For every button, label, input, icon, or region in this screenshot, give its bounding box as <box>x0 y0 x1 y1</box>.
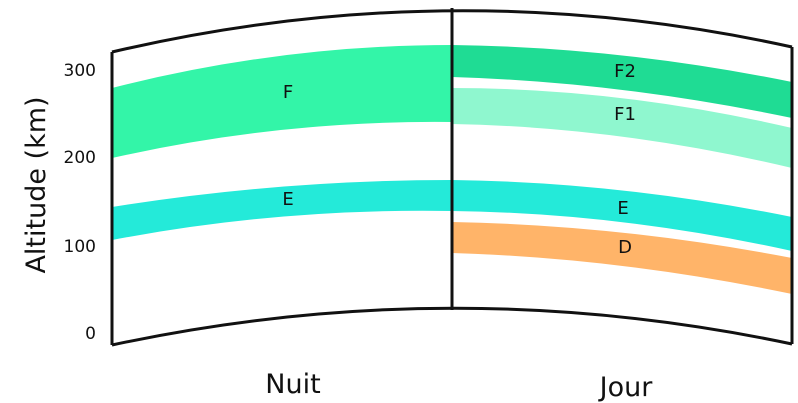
y-axis-title: Altitude (km) <box>21 96 52 273</box>
y-tick-0: 0 <box>85 324 96 344</box>
day-layer-f1-band <box>452 88 792 168</box>
night-layer-e-label: E <box>282 189 293 210</box>
y-tick-100: 100 <box>64 237 96 257</box>
day-layer-e-band <box>452 180 792 251</box>
diagram-bottom-arc <box>111 306 793 347</box>
day-label: Jour <box>598 372 654 403</box>
day-layer-e-label: E <box>617 198 628 219</box>
day-layer-f1-label: F1 <box>614 104 636 125</box>
night-layer-e-band <box>112 180 452 240</box>
day-layer-f2-label: F2 <box>614 61 636 82</box>
y-tick-300: 300 <box>64 61 96 81</box>
night-label: Nuit <box>265 369 320 400</box>
day-layer-d-label: D <box>618 237 632 258</box>
day-layer-f2-band <box>452 45 792 118</box>
night-layer-f-band <box>112 45 452 158</box>
night-layer-f-label: F <box>283 82 293 103</box>
y-tick-200: 200 <box>64 148 96 168</box>
day-layer-d-band <box>452 222 792 294</box>
